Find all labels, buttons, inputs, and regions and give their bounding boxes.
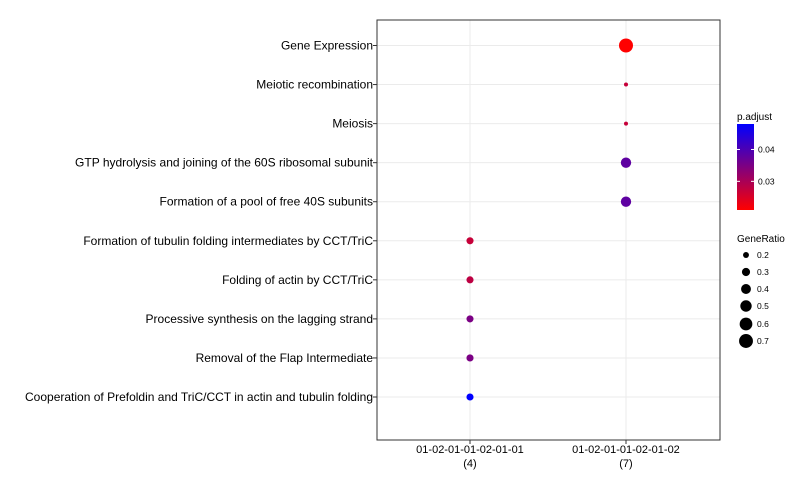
size-legend-label: 0.5 <box>757 301 769 311</box>
size-legend-key <box>740 300 752 312</box>
color-legend-label: 0.04 <box>758 144 775 154</box>
y-tick-label: Meiotic recombination <box>256 78 373 92</box>
data-point <box>624 121 628 126</box>
y-tick-label: Meiosis <box>332 117 373 131</box>
y-tick-label: Removal of the Flap Intermediate <box>196 351 374 365</box>
size-legend-key <box>741 284 751 294</box>
color-legend-bar <box>737 124 754 210</box>
size-legend-key <box>739 317 753 331</box>
size-legend-key <box>743 252 749 258</box>
plot-panel-border <box>376 19 721 441</box>
axes: Gene Expression Meiotic recombination Meio… <box>25 19 721 470</box>
size-legend-title: GeneRatio <box>737 234 785 245</box>
size-legend-label: 0.6 <box>757 319 769 329</box>
y-tick-label: GTP hydrolysis and joining of the 60S ri… <box>75 156 374 170</box>
data-points <box>466 38 633 401</box>
color-legend-title: p.adjust <box>737 112 772 123</box>
data-point <box>624 82 628 87</box>
y-tick-label: Processive synthesis on the lagging stra… <box>146 312 373 326</box>
y-tick-label: Folding of actin by CCT/TriC <box>222 273 373 287</box>
data-point <box>466 393 474 401</box>
data-point <box>620 196 632 207</box>
data-point <box>466 354 474 362</box>
data-point <box>466 315 474 323</box>
y-tick-label: Formation of a pool of free 40S subunits <box>160 195 373 209</box>
x-tick-label: 01-02-01-01-02-01-02 <box>572 444 680 456</box>
data-point <box>619 38 633 53</box>
x-tick-count: (4) <box>463 458 476 470</box>
size-legend-key <box>741 267 751 277</box>
legends: p.adjust 0.03 0.04 GeneRatio 0.2 0.3 0.4 0.5 0.6… <box>737 112 785 348</box>
color-legend-label: 0.03 <box>758 176 775 186</box>
size-legend-label: 0.4 <box>757 284 769 294</box>
size-legend-label: 0.2 <box>757 250 769 260</box>
y-tick-label: Cooperation of Prefoldin and TriC/CCT in… <box>25 390 373 404</box>
y-tick-label: Gene Expression <box>281 39 373 53</box>
x-tick-label: 01-02-01-01-02-01-01 <box>416 444 524 456</box>
size-legend-label: 0.3 <box>757 267 769 277</box>
grid-lines <box>377 20 720 440</box>
size-legend-key <box>739 334 753 348</box>
data-point <box>466 237 474 245</box>
data-point <box>466 276 474 284</box>
y-tick-label: Formation of tubulin folding intermediat… <box>83 234 373 248</box>
data-point <box>620 157 632 168</box>
x-tick-count: (7) <box>619 458 632 470</box>
size-legend-label: 0.7 <box>757 336 769 346</box>
